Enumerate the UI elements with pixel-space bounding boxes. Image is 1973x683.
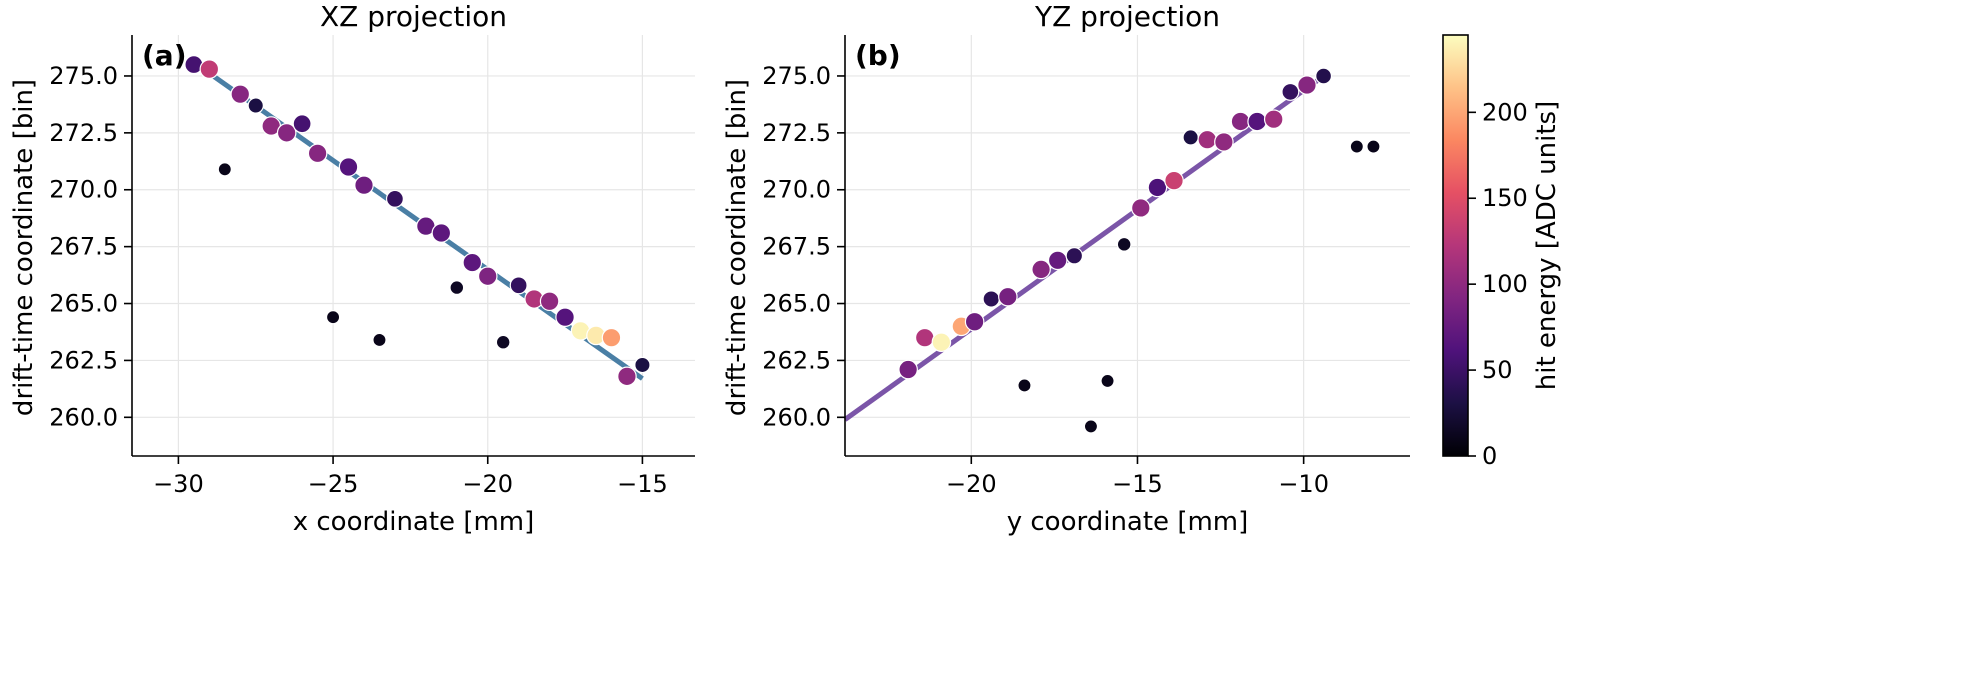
- scatter-point: [217, 162, 232, 177]
- scatter-point: [1083, 419, 1099, 434]
- scatter-point: [325, 310, 341, 325]
- y-tick-label: 260.0: [49, 403, 118, 431]
- y-tick-label: 267.5: [762, 233, 831, 261]
- colorbar-tick-label: 50: [1482, 356, 1513, 384]
- panel-xz: −30 −25 −20 −15 260.0 262.5 265.0 267.5 270.0 272…: [9, 0, 695, 537]
- y-tick-label: 275.0: [49, 62, 118, 90]
- x-axis-label-xz: x coordinate [mm]: [293, 507, 535, 537]
- scatter-point: [1017, 378, 1032, 393]
- scatter-point: [1031, 259, 1051, 280]
- scatter-point: [634, 356, 651, 374]
- scatter-point: [1065, 247, 1084, 265]
- scatter-point: [276, 123, 297, 143]
- scatter-point: [462, 252, 483, 273]
- scatter-point: [199, 59, 220, 79]
- scatter-point: [1230, 111, 1251, 132]
- y-tick-label: 265.0: [762, 290, 831, 318]
- scatter-point: [247, 97, 264, 114]
- colorbar-label: hit energy [ADC units]: [1532, 101, 1562, 390]
- points-xz: [184, 55, 651, 387]
- axes-xz: −30 −25 −20 −15 260.0 262.5 265.0 267.5 270.0 272…: [49, 35, 695, 498]
- colorbar-tick-label: 0: [1482, 442, 1497, 470]
- scatter-point: [617, 366, 637, 387]
- scatter-point: [230, 84, 251, 104]
- y-tick-label: 275.0: [762, 62, 831, 90]
- scatter-point: [495, 334, 511, 350]
- fit-line-yz: [843, 71, 1329, 422]
- scatter-point: [509, 276, 528, 295]
- scatter-point: [1182, 129, 1199, 146]
- scatter-point: [354, 175, 374, 195]
- scatter-point: [601, 327, 622, 348]
- y-tick-label: 272.5: [49, 119, 118, 147]
- scatter-point: [539, 291, 560, 312]
- scatter-point: [1116, 236, 1132, 252]
- y-tick-label: 272.5: [762, 119, 831, 147]
- scatter-point: [931, 332, 952, 353]
- scatter-point: [1147, 177, 1168, 198]
- scatter-point: [964, 311, 985, 332]
- y-tick-label: 267.5: [49, 233, 118, 261]
- y-axis-label-xz: drift-time coordinate [bin]: [9, 79, 39, 416]
- x-tick-label: −30: [153, 470, 204, 498]
- colorbar-ticks: 0 50 100 150 200: [1468, 98, 1528, 470]
- chart-title-yz: YZ projection: [1034, 0, 1220, 33]
- scatter-point: [1263, 109, 1284, 129]
- grid-xz: [132, 35, 695, 456]
- y-tick-label: 270.0: [762, 176, 831, 204]
- scatter-point: [982, 290, 1000, 308]
- y-tick-label: 262.5: [762, 346, 831, 374]
- panel-label-b: (b): [855, 39, 901, 72]
- y-tick-label: 260.0: [762, 403, 831, 431]
- scatter-point: [477, 266, 498, 287]
- x-tick-label: −15: [1112, 470, 1163, 498]
- y-tick-label: 270.0: [49, 176, 118, 204]
- scatter-point: [1315, 67, 1333, 85]
- scatter-point: [431, 223, 452, 243]
- colorbar: 0 50 100 150 200 hit energy [ADC units]: [1442, 34, 1562, 470]
- scatter-point: [998, 286, 1018, 307]
- scatter-point: [1047, 250, 1068, 271]
- fit-line: [843, 71, 1329, 422]
- scatter-point: [292, 114, 312, 134]
- points-yz: [898, 67, 1381, 434]
- x-axis-label-yz: y coordinate [mm]: [1007, 507, 1249, 537]
- y-tick-label: 265.0: [49, 290, 118, 318]
- panel-label-a: (a): [142, 39, 187, 72]
- scatter-point: [1197, 129, 1218, 150]
- colorbar-tick-label: 100: [1482, 270, 1528, 298]
- scatter-point: [1100, 373, 1115, 389]
- scatter-point: [1366, 139, 1381, 154]
- x-tick-label: −20: [946, 470, 997, 498]
- x-tick-label: −15: [617, 470, 668, 498]
- scatter-point: [1214, 132, 1234, 152]
- scatter-point: [555, 307, 575, 327]
- scatter-point: [1164, 170, 1184, 191]
- scatter-point: [1281, 82, 1300, 101]
- panel-yz: −20 −15 −10 260.0 262.5 265.0 267.5 270.0 272.5 2…: [722, 0, 1410, 537]
- x-tick-label: −10: [1278, 470, 1329, 498]
- axes-yz: −20 −15 −10 260.0 262.5 265.0 267.5 270.0 272.5 2…: [762, 35, 1410, 498]
- colorbar-gradient: [1442, 34, 1469, 457]
- scatter-point: [898, 359, 918, 380]
- x-tick-label: −20: [462, 470, 513, 498]
- colorbar-tick-label: 200: [1482, 98, 1528, 126]
- scatter-point: [1130, 198, 1151, 218]
- scatter-point: [1349, 139, 1364, 154]
- scatter-point: [372, 332, 387, 348]
- scatter-point: [385, 189, 404, 208]
- scatter-point: [449, 280, 465, 296]
- chart-title-xz: XZ projection: [320, 0, 507, 33]
- x-tick-label: −25: [308, 470, 359, 498]
- y-tick-label: 262.5: [49, 346, 118, 374]
- y-axis-label-yz: drift-time coordinate [bin]: [722, 79, 752, 416]
- scatter-point: [1297, 75, 1317, 95]
- scatter-point: [1247, 111, 1267, 132]
- colorbar-tick-label: 150: [1482, 184, 1528, 212]
- scatter-point: [914, 327, 935, 348]
- scatter-point: [307, 143, 328, 164]
- scatter-point: [338, 157, 359, 177]
